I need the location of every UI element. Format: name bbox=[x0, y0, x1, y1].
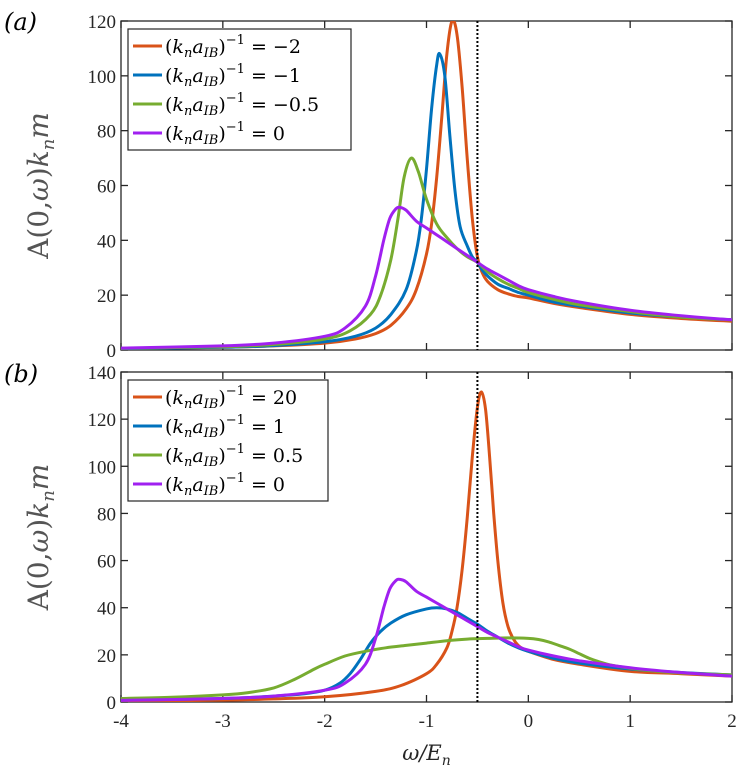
y-tick-label: 80 bbox=[97, 504, 116, 525]
series-line-3 bbox=[121, 205, 732, 350]
y-tick-label: 60 bbox=[97, 177, 116, 198]
legend-box bbox=[127, 379, 329, 502]
series-line-0 bbox=[121, 21, 732, 350]
x-tick-label: 2 bbox=[727, 711, 737, 732]
y-tick-label: 100 bbox=[88, 457, 117, 478]
series-line-3 bbox=[121, 577, 732, 702]
legend: (knaIB)−1 = 20(knaIB)−1 = 1(knaIB)−1 = 0… bbox=[127, 379, 329, 502]
panel-b: (b) 0 20 40 60 80 100 120 140 -4 -3 -2 -1 0 1 2 A(0,ω)kn… bbox=[4, 360, 737, 769]
y-axis-label: A(0,ω)knm bbox=[22, 464, 59, 612]
y-tick-label: 80 bbox=[97, 122, 116, 143]
panel-label: (b) bbox=[4, 360, 38, 388]
series-line-2 bbox=[121, 156, 732, 350]
x-tick-label: 0 bbox=[524, 711, 534, 732]
y-tick-label: 140 bbox=[88, 363, 117, 384]
legend-label: (knaIB)−1 = −2 bbox=[165, 33, 301, 61]
legend-label: (knaIB)−1 = 0 bbox=[165, 120, 285, 148]
legend-box bbox=[127, 28, 352, 151]
x-tick-label: -4 bbox=[113, 711, 129, 732]
series-line-1 bbox=[121, 51, 732, 350]
legend: (knaIB)−1 = −2(knaIB)−1 = −1(knaIB)−1 = … bbox=[127, 28, 352, 151]
legend-label: (knaIB)−1 = 20 bbox=[165, 384, 297, 412]
panel-a: (a) 0 20 40 60 80 100 120 A(0,ω)knm (knaIB)−1 = −… bbox=[4, 8, 733, 362]
y-tick-label: 0 bbox=[107, 693, 117, 714]
legend-label: (knaIB)−1 = 0 bbox=[165, 471, 285, 499]
x-tick-label: -3 bbox=[215, 711, 231, 732]
y-tick-label: 40 bbox=[97, 599, 116, 620]
legend-label: (knaIB)−1 = −0.5 bbox=[165, 91, 319, 119]
legend-label: (knaIB)−1 = −1 bbox=[165, 62, 301, 90]
legend-label: (knaIB)−1 = 1 bbox=[165, 413, 285, 441]
y-tick-label: 100 bbox=[88, 67, 117, 88]
y-tick-label: 60 bbox=[97, 552, 116, 573]
panel-label: (a) bbox=[4, 8, 37, 36]
x-tick-label: -2 bbox=[317, 711, 333, 732]
x-tick-label: -1 bbox=[419, 711, 435, 732]
y-tick-label: 40 bbox=[97, 231, 116, 252]
y-axis-label: A(0,ω)knm bbox=[22, 112, 59, 260]
x-tick-label: 1 bbox=[625, 711, 635, 732]
y-tick-label: 20 bbox=[97, 646, 116, 667]
y-tick-label: 120 bbox=[88, 410, 117, 431]
series-line-2 bbox=[121, 636, 732, 700]
x-axis-label: ω/En bbox=[402, 741, 451, 769]
y-tick-label: 120 bbox=[88, 12, 117, 33]
y-tick-label: 20 bbox=[97, 286, 116, 307]
y-tick-label: 0 bbox=[107, 341, 117, 362]
legend-label: (knaIB)−1 = 0.5 bbox=[165, 442, 303, 470]
